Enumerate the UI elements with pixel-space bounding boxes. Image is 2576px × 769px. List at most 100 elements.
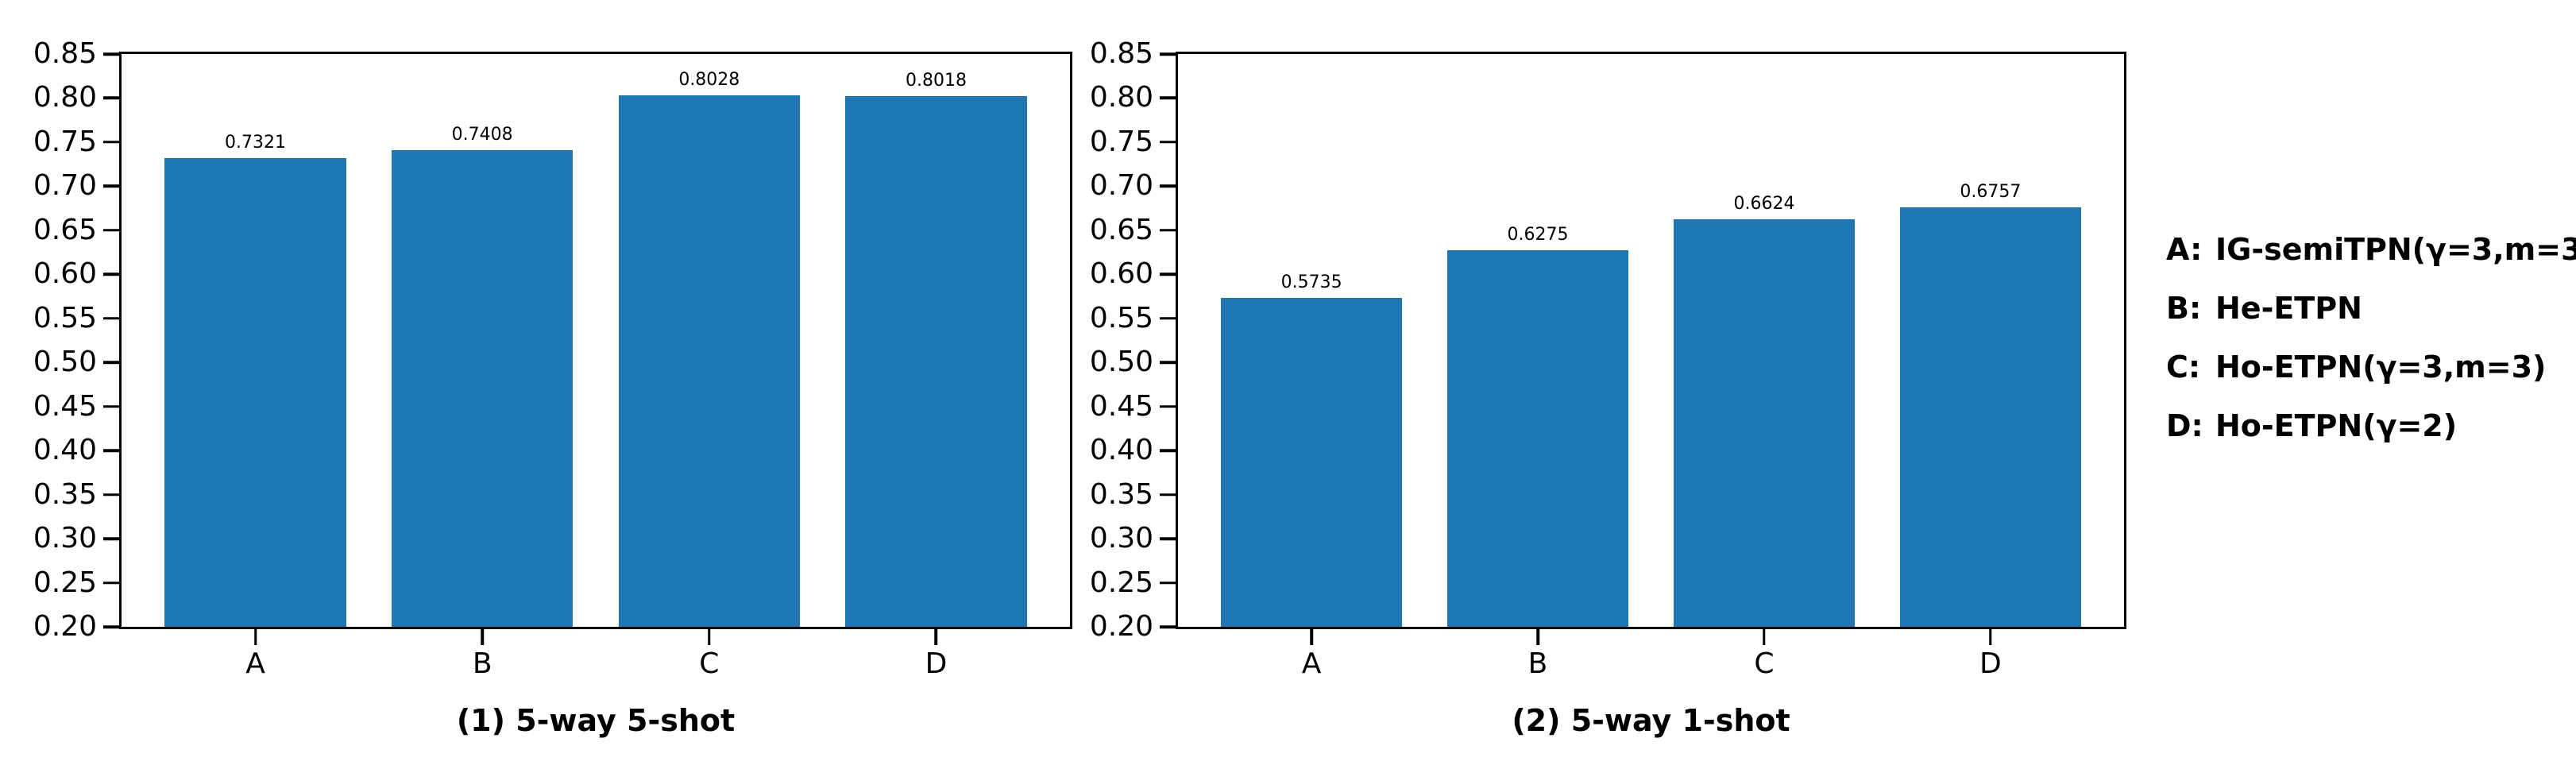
legend-key: C:: [2166, 350, 2201, 384]
y-tick-label: 0.25: [33, 566, 97, 599]
bar-value-label: 0.6757: [1960, 182, 2022, 203]
chart-caption: (1) 5-way 5-shot: [456, 703, 736, 738]
y-tick-label: 0.20: [1089, 610, 1153, 643]
y-tick-label: 0.85: [33, 37, 97, 70]
chart-caption: (2) 5-way 1-shot: [1512, 703, 1790, 738]
y-tick: [103, 404, 122, 408]
chart-5way-5shot: 0.85 0.80 0.75 0.70 0.65 0.60 0.55 0.50 0.45 0.40…: [33, 40, 1072, 769]
x-tick-label: B: [1527, 647, 1548, 680]
x-tick: [253, 627, 257, 645]
y-tick-label: 0.50: [1089, 346, 1153, 379]
y-tick: [103, 317, 122, 320]
legend-entry-b: B: He-ETPN: [2166, 290, 2576, 327]
y-tick: [103, 581, 122, 585]
x-tick: [1989, 627, 1992, 645]
y-tick-label: 0.35: [33, 477, 97, 511]
x-tick-label: A: [1301, 647, 1322, 680]
y-tick-label: 0.20: [33, 610, 97, 643]
bar-D: [845, 96, 1027, 627]
x-tick: [708, 627, 711, 645]
y-tick-label: 0.30: [1089, 522, 1153, 555]
x-tick-label: C: [1754, 647, 1775, 680]
x-tick: [1763, 627, 1766, 645]
y-tick: [1160, 229, 1178, 232]
y-tick: [1160, 272, 1178, 276]
y-tick: [1160, 317, 1178, 320]
y-tick-label: 0.75: [1089, 125, 1153, 158]
y-tick: [1160, 52, 1178, 56]
y-tick-label: 0.25: [1089, 566, 1153, 599]
y-tick: [103, 52, 122, 56]
bar-value-label: 0.6275: [1507, 224, 1569, 245]
y-tick: [103, 184, 122, 188]
bar-value-label: 0.8018: [905, 71, 967, 91]
bar-C: [618, 95, 801, 627]
y-tick-label: 0.50: [33, 346, 97, 379]
y-tick: [1160, 184, 1178, 188]
y-tick: [103, 272, 122, 276]
plot-area-5way-1shot: 0.85 0.80 0.75 0.70 0.65 0.60 0.55 0.50 0.45 0.40…: [1090, 40, 2126, 678]
x-tick-label: B: [472, 647, 492, 680]
y-tick: [103, 361, 122, 364]
y-tick-label: 0.55: [33, 301, 97, 334]
x-tick-label: D: [925, 647, 948, 680]
y-tick: [1160, 537, 1178, 540]
y-tick-label: 0.75: [33, 125, 97, 158]
legend-label: Ho-ETPN(γ=2): [2215, 408, 2458, 443]
legend-label: IG-semiTPN(γ=3,m=3): [2215, 232, 2576, 267]
y-tick-label: 0.85: [1089, 37, 1153, 70]
y-tick-label: 0.45: [1089, 389, 1153, 423]
y-tick: [103, 449, 122, 452]
x-tick: [481, 627, 484, 645]
legend-key: D:: [2166, 408, 2203, 443]
x-tick: [1536, 627, 1539, 645]
legend-entry-a: A: IG-semiTPN(γ=3,m=3): [2166, 231, 2576, 268]
x-tick-label: C: [699, 647, 720, 680]
y-tick-label: 0.35: [1089, 477, 1153, 511]
plot-area-5way-5shot: 0.85 0.80 0.75 0.70 0.65 0.60 0.55 0.50 0.45 0.40…: [33, 40, 1072, 678]
bar-value-label: 0.7321: [225, 132, 287, 153]
y-tick: [103, 537, 122, 540]
y-tick-label: 0.45: [33, 389, 97, 423]
y-tick: [1160, 361, 1178, 364]
legend: A: IG-semiTPN(γ=3,m=3) B: He-ETPN C: Ho-…: [2166, 231, 2576, 444]
bar-value-label: 0.7408: [451, 125, 513, 145]
y-tick: [1160, 96, 1178, 100]
y-tick-label: 0.65: [33, 213, 97, 246]
y-tick-label: 0.60: [1089, 257, 1153, 291]
y-tick-label: 0.80: [1089, 81, 1153, 114]
y-tick: [1160, 449, 1178, 452]
chart-5way-1shot: 0.85 0.80 0.75 0.70 0.65 0.60 0.55 0.50 0.45 0.40…: [1090, 40, 2126, 769]
legend-key: B:: [2166, 291, 2202, 326]
legend-entry-c: C: Ho-ETPN(γ=3,m=3): [2166, 349, 2576, 385]
y-tick-label: 0.60: [33, 257, 97, 291]
x-tick: [1310, 627, 1313, 645]
y-tick: [1160, 141, 1178, 144]
bar-D: [1899, 207, 2081, 627]
y-tick-label: 0.30: [33, 522, 97, 555]
legend-key: A:: [2166, 232, 2203, 267]
y-tick: [103, 493, 122, 497]
y-tick-label: 0.70: [1089, 169, 1153, 203]
bar-A: [164, 157, 346, 627]
y-tick: [1160, 493, 1178, 497]
y-tick: [1160, 625, 1178, 628]
legend-label: He-ETPN: [2215, 291, 2362, 326]
y-tick-label: 0.40: [33, 434, 97, 467]
y-tick: [103, 229, 122, 232]
bar-B: [1447, 249, 1628, 627]
bar-C: [1673, 219, 1855, 627]
x-tick: [934, 627, 938, 645]
bar-B: [391, 150, 574, 627]
y-tick: [103, 141, 122, 144]
legend-label: Ho-ETPN(γ=3,m=3): [2215, 350, 2547, 384]
y-tick-label: 0.80: [33, 81, 97, 114]
x-tick-label: D: [1979, 647, 2002, 680]
y-tick-label: 0.55: [1089, 301, 1153, 334]
bar-value-label: 0.8028: [678, 70, 740, 91]
y-tick-label: 0.65: [1089, 213, 1153, 246]
bar-value-label: 0.5735: [1280, 272, 1342, 292]
y-tick: [103, 96, 122, 100]
y-tick-label: 0.70: [33, 169, 97, 203]
